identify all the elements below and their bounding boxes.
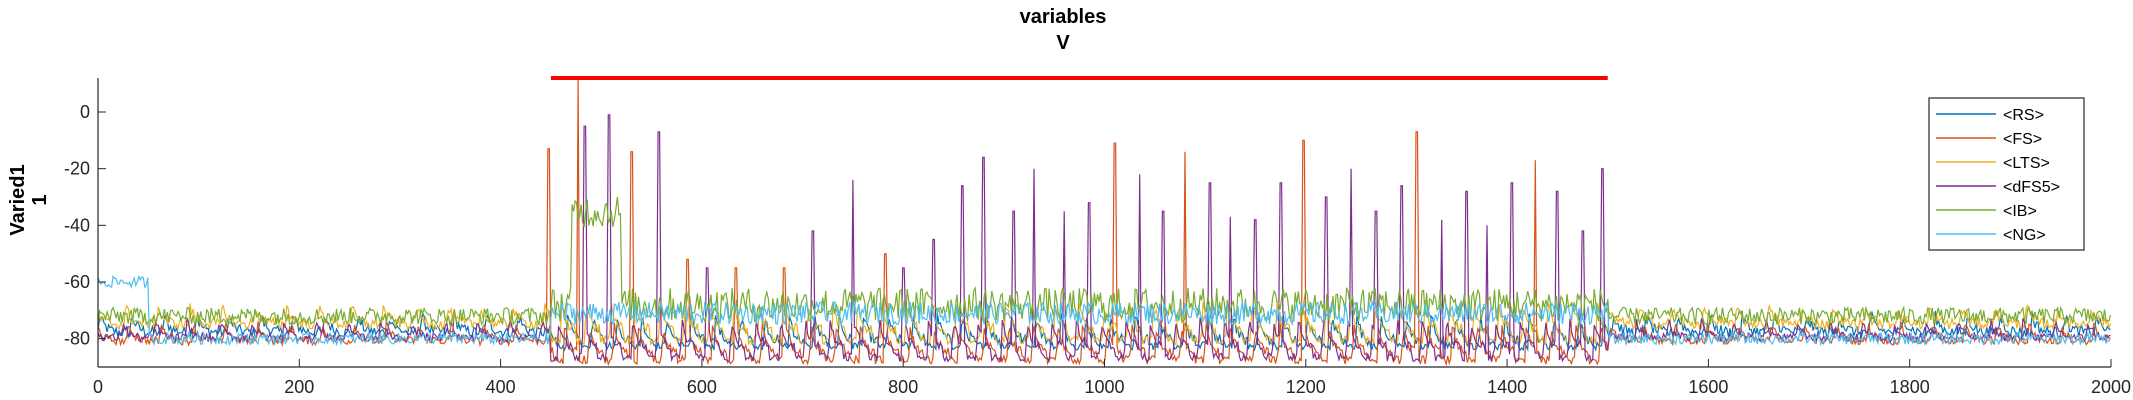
x-tick-label: 1800 — [1890, 377, 1930, 397]
legend-label: <dFS5> — [2003, 179, 2060, 196]
series-line — [98, 274, 2111, 347]
series-line — [98, 114, 2111, 364]
legend-label: <NG> — [2003, 227, 2046, 244]
legend: <RS> <FS> <LTS> <dFS5> <IB> <NG> — [1928, 97, 2085, 251]
x-tick-label: 1400 — [1487, 377, 1527, 397]
y-axis-label: Varied1 1 — [7, 164, 51, 235]
y-tick-label: 0 — [80, 102, 90, 122]
y-axis-label-line-1: Varied1 — [7, 164, 29, 235]
chart-title-line-1: variables — [1020, 6, 1107, 28]
chart-title-line-2: V — [1056, 32, 1070, 54]
series-lines — [98, 77, 2111, 367]
plot-area — [98, 77, 2111, 367]
x-tick-label: 1200 — [1286, 377, 1326, 397]
x-tick-label: 2000 — [2091, 377, 2131, 397]
y-tick-label: -40 — [64, 215, 90, 235]
x-tick-label: 1000 — [1084, 377, 1124, 397]
x-tick-label: 400 — [486, 377, 516, 397]
x-tick-label: 600 — [687, 377, 717, 397]
x-tick-label: 0 — [93, 377, 103, 397]
series-line — [98, 196, 2111, 327]
legend-label: <RS> — [2003, 107, 2044, 124]
y-axis-label-line-2: 1 — [29, 194, 51, 205]
tick-labels: 0 200 400 600 800 1000 1200 1400 1600 1800 2000 -80… — [64, 102, 2131, 397]
x-tick-label: 200 — [284, 377, 314, 397]
legend-label: <LTS> — [2003, 155, 2050, 172]
legend-items: <RS> <FS> <LTS> <dFS5> <IB> <NG> — [1936, 107, 2060, 244]
x-tick-label: 800 — [888, 377, 918, 397]
y-tick-label: -20 — [64, 159, 90, 179]
y-tick-label: -60 — [64, 272, 90, 292]
legend-box — [1928, 97, 2085, 251]
legend-label: <IB> — [2003, 203, 2037, 220]
y-tick-label: -80 — [64, 329, 90, 349]
legend-label: <FS> — [2003, 131, 2042, 148]
x-tick-label: 1600 — [1688, 377, 1728, 397]
